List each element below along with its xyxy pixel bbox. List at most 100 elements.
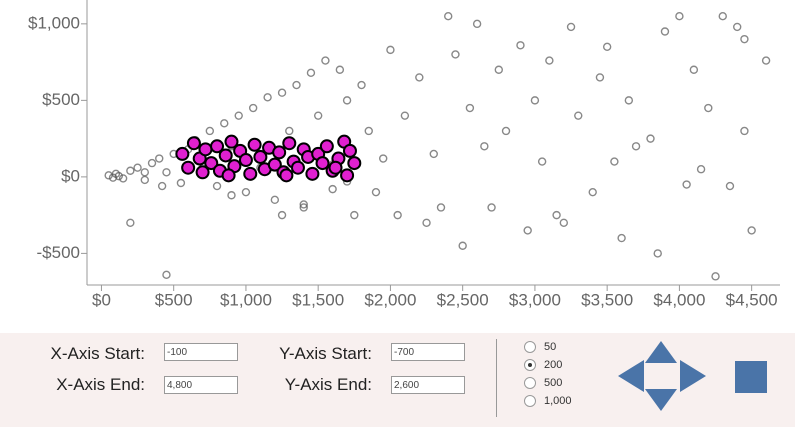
point bbox=[247, 137, 262, 152]
point bbox=[696, 165, 706, 174]
x-tick-label: $4,000 bbox=[653, 290, 705, 309]
point bbox=[646, 134, 655, 143]
x-tick-label: $0 bbox=[92, 290, 111, 309]
point bbox=[162, 168, 171, 177]
point bbox=[588, 187, 597, 197]
point bbox=[248, 103, 258, 113]
size-radio[interactable]: 50 bbox=[524, 341, 556, 354]
point bbox=[241, 187, 251, 197]
point bbox=[186, 136, 201, 151]
point bbox=[342, 143, 357, 158]
point bbox=[740, 126, 749, 136]
point bbox=[224, 134, 239, 149]
x-tick-label: $3,500 bbox=[581, 290, 633, 309]
x-start-input[interactable]: -100 bbox=[164, 343, 238, 361]
point bbox=[393, 210, 402, 220]
point bbox=[181, 160, 196, 175]
point bbox=[552, 210, 561, 220]
point bbox=[155, 154, 164, 163]
x-tick-label: $1,500 bbox=[292, 290, 344, 309]
point bbox=[118, 174, 128, 183]
point bbox=[523, 226, 532, 235]
point bbox=[675, 11, 684, 21]
point bbox=[315, 156, 330, 171]
point bbox=[238, 153, 253, 168]
nav-icons bbox=[618, 341, 767, 411]
x-tick-label: $3,000 bbox=[509, 290, 561, 309]
radio-label: 200 bbox=[544, 359, 563, 371]
point bbox=[221, 168, 236, 183]
point bbox=[342, 96, 352, 105]
point bbox=[357, 80, 366, 90]
point bbox=[290, 160, 305, 175]
point bbox=[212, 181, 222, 191]
point bbox=[270, 195, 280, 205]
point bbox=[162, 270, 171, 280]
point bbox=[205, 126, 215, 136]
x-start-label: X-Axis Start: bbox=[50, 344, 145, 363]
radio-label: 500 bbox=[544, 377, 563, 389]
point bbox=[429, 149, 438, 159]
point bbox=[335, 65, 345, 74]
point bbox=[386, 45, 395, 55]
x-end-input[interactable]: 4,800 bbox=[164, 376, 238, 394]
point bbox=[501, 126, 511, 136]
point bbox=[400, 111, 410, 120]
point bbox=[263, 93, 272, 102]
point bbox=[422, 218, 431, 227]
point bbox=[210, 139, 225, 154]
size-radio[interactable]: 1,000 bbox=[524, 395, 572, 408]
point bbox=[319, 139, 334, 154]
point bbox=[595, 73, 605, 82]
point bbox=[458, 241, 467, 250]
y-tick-label: $1,000 bbox=[28, 13, 80, 32]
point bbox=[624, 96, 634, 105]
size-radio[interactable]: 500 bbox=[524, 377, 563, 390]
divider bbox=[496, 339, 497, 417]
point bbox=[218, 148, 233, 163]
point bbox=[617, 233, 626, 243]
x-tick-label: $4,500 bbox=[726, 290, 778, 309]
point bbox=[516, 41, 525, 50]
point bbox=[204, 156, 219, 171]
point bbox=[306, 68, 316, 78]
point bbox=[328, 184, 337, 194]
point bbox=[292, 80, 301, 90]
arrow-left[interactable] bbox=[618, 360, 644, 392]
point bbox=[415, 73, 424, 82]
x-tick-label: $2,000 bbox=[364, 290, 416, 309]
point bbox=[704, 103, 713, 113]
point bbox=[277, 88, 287, 97]
size-radio[interactable]: 200 bbox=[524, 359, 563, 372]
point bbox=[340, 168, 355, 183]
y-end-input[interactable]: 2,600 bbox=[391, 376, 465, 394]
point bbox=[537, 157, 547, 166]
point bbox=[530, 96, 540, 105]
arrow-right[interactable] bbox=[680, 360, 706, 392]
point bbox=[175, 146, 190, 161]
point bbox=[465, 103, 475, 113]
point bbox=[660, 27, 670, 36]
point bbox=[282, 136, 297, 151]
stop-button[interactable] bbox=[735, 361, 767, 393]
point bbox=[267, 157, 282, 172]
x-tick-label: $500 bbox=[155, 290, 193, 309]
arrow-down[interactable] bbox=[645, 389, 677, 411]
point bbox=[305, 166, 320, 181]
point bbox=[718, 11, 727, 21]
point bbox=[220, 119, 229, 128]
point bbox=[574, 111, 583, 120]
point bbox=[227, 191, 236, 200]
point bbox=[379, 154, 388, 163]
point bbox=[451, 50, 460, 59]
y-tick-label: -$500 bbox=[37, 243, 80, 262]
point bbox=[689, 65, 699, 74]
x-end-label: X-Axis End: bbox=[56, 375, 145, 394]
x-tick-label: $1,000 bbox=[220, 290, 272, 309]
arrow-up[interactable] bbox=[645, 341, 677, 363]
x-tick-label: $2,500 bbox=[437, 290, 489, 309]
point bbox=[653, 249, 662, 258]
point bbox=[285, 126, 294, 136]
y-start-input[interactable]: -700 bbox=[391, 343, 465, 361]
